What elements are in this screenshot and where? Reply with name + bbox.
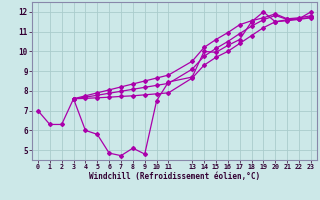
X-axis label: Windchill (Refroidissement éolien,°C): Windchill (Refroidissement éolien,°C) — [89, 172, 260, 181]
